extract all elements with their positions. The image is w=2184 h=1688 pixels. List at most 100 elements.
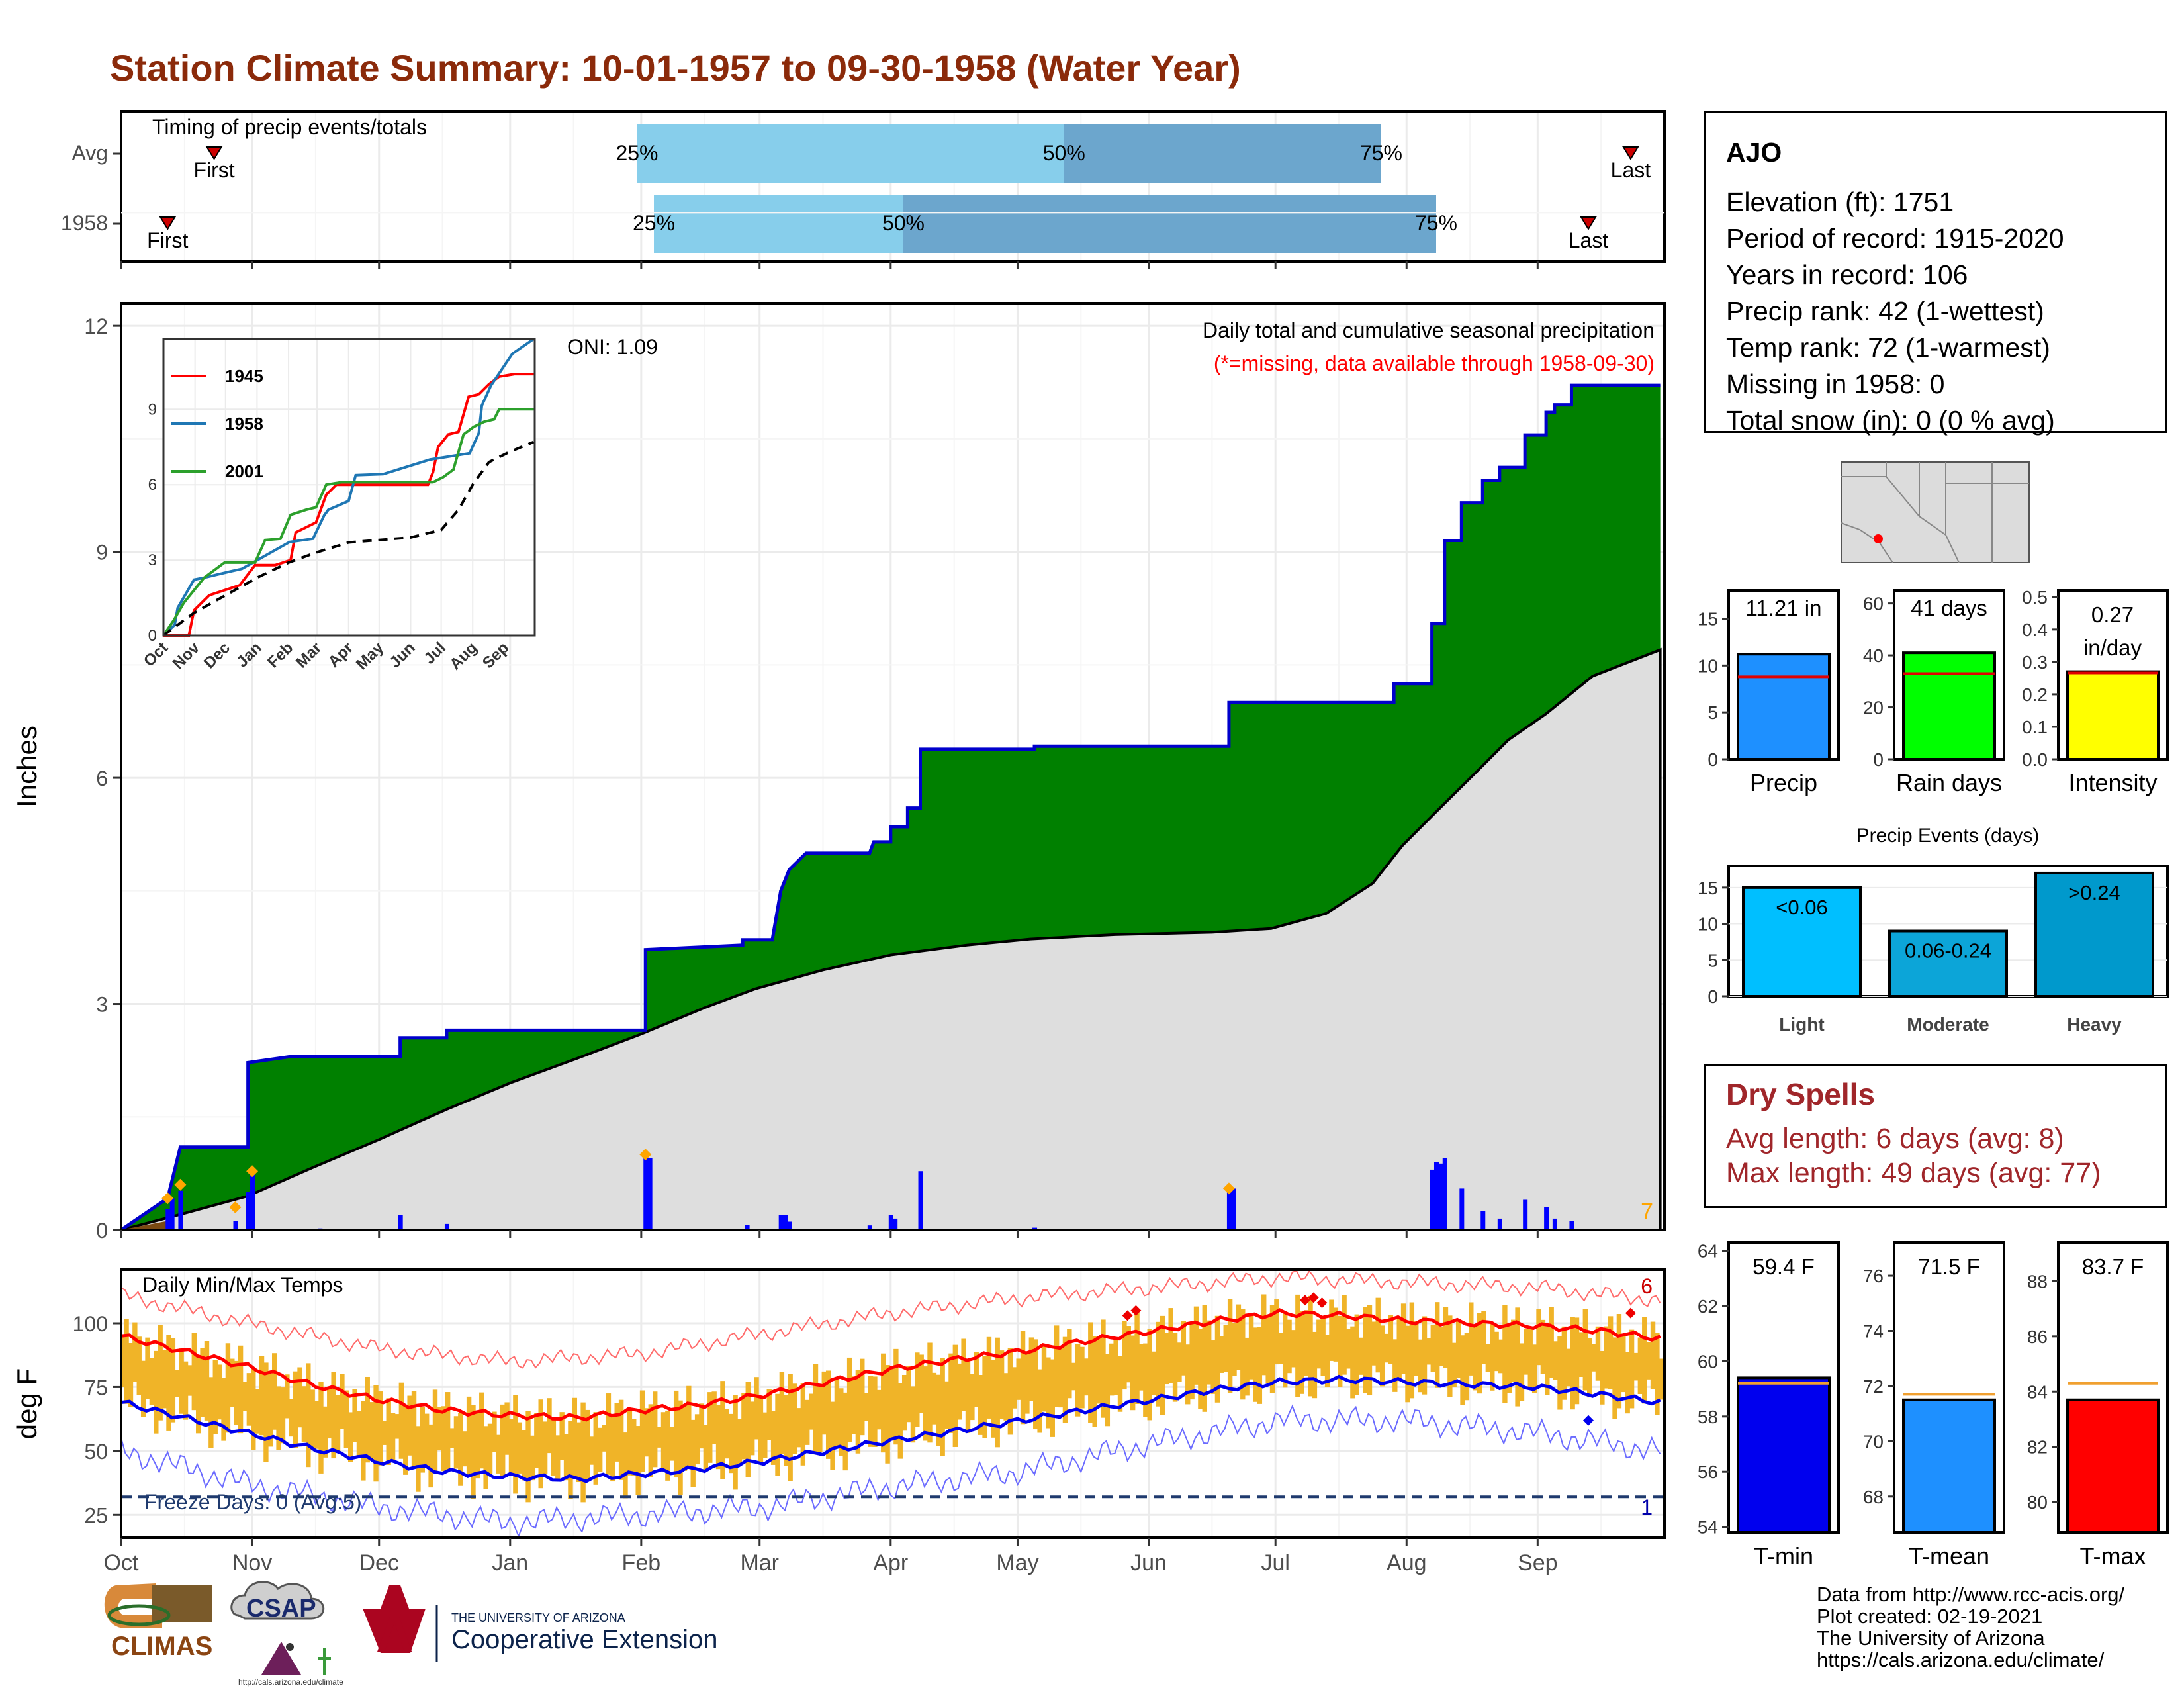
daily-temp-bar xyxy=(1545,1326,1550,1395)
daily-temp-bar xyxy=(318,1382,324,1474)
timing-p75-label: 75% xyxy=(1415,211,1457,235)
daily-temp-bar xyxy=(699,1403,704,1449)
daily-temp-bar xyxy=(800,1383,806,1466)
daily-temp-bar xyxy=(1354,1314,1359,1395)
daily-temp-bar xyxy=(597,1427,603,1472)
intensity-y-tick-label: 0.5 xyxy=(2022,587,2048,608)
daily-temp-bar xyxy=(1227,1299,1233,1393)
events-y-tick-label: 5 xyxy=(1707,950,1718,970)
avg-tmax-line xyxy=(120,1308,1661,1422)
daily-temp-bar xyxy=(1041,1345,1047,1412)
daily-temp-bar xyxy=(724,1409,730,1459)
precip-y-tick-label: 3 xyxy=(96,993,108,1017)
record-low-line xyxy=(120,1404,1661,1538)
daily-temp-bar xyxy=(1206,1320,1212,1385)
daily-temp-bar xyxy=(635,1426,641,1495)
summary-bar-charts: 0 5 10 15 11.21 in Precip 0 20 40 60 41 days Rain d… xyxy=(1698,587,2169,1570)
station-precip-rank: Precip rank: 42 (1-wettest) xyxy=(1726,296,2044,326)
daily-temp-bar xyxy=(995,1337,1000,1448)
daily-temp-bar xyxy=(1637,1337,1643,1395)
daily-temp-bar xyxy=(919,1354,924,1413)
daily-precip-bar xyxy=(918,1171,923,1230)
daily-temp-bar xyxy=(1477,1313,1482,1394)
daily-temp-bar xyxy=(1210,1340,1216,1394)
daily-temp-bar xyxy=(424,1413,430,1466)
daily-temp-bar xyxy=(529,1435,535,1481)
daily-temp-bar xyxy=(187,1365,193,1396)
daily-temp-bar xyxy=(154,1350,159,1434)
rain_days-category-label: Rain days xyxy=(1896,769,2002,796)
month-axis: Oct Nov Dec Jan Feb Mar Apr May Jun Jul Aug Sep xyxy=(104,1230,1558,1575)
daily-temp-bar xyxy=(196,1354,201,1434)
tmean-y-tick-label: 76 xyxy=(1863,1266,1884,1286)
timing-first-label: First xyxy=(147,228,188,252)
x-tick-label: Nov xyxy=(232,1550,272,1575)
daily-temp-bar xyxy=(1308,1295,1313,1397)
daily-temp-bar xyxy=(1214,1315,1220,1403)
precip-count-label: 7 xyxy=(1641,1199,1653,1224)
daily-temp-bar xyxy=(1240,1309,1246,1400)
daily-temp-bar xyxy=(639,1390,645,1472)
daily-temp-bar xyxy=(1473,1325,1478,1391)
daily-temp-bar xyxy=(1050,1359,1055,1437)
daily-temp-bar xyxy=(212,1360,218,1434)
timing-bar-q3 xyxy=(1064,124,1381,183)
daily-temp-bar xyxy=(132,1322,138,1382)
daily-temp-bar xyxy=(1439,1326,1444,1366)
daily-temp-bar xyxy=(1494,1331,1499,1372)
ua-letter: A xyxy=(376,1605,413,1663)
tmin-value-label: 59.4 F xyxy=(1752,1254,1815,1279)
daily-temp-bar xyxy=(1388,1315,1394,1364)
temps-y-tick-label: 100 xyxy=(73,1312,108,1336)
daily-temp-bar xyxy=(720,1381,725,1479)
daily-temp-bar xyxy=(1655,1333,1660,1415)
ua-line2: Cooperative Extension xyxy=(451,1625,717,1654)
daily-temp-bar xyxy=(1447,1315,1453,1397)
daily-temp-bar xyxy=(876,1389,882,1430)
record-high-marker xyxy=(1316,1297,1328,1309)
x-tick-label: Oct xyxy=(104,1550,139,1575)
daily-temp-bar xyxy=(775,1393,780,1476)
daily-temp-bar xyxy=(1105,1354,1111,1427)
daily-temp-bar xyxy=(398,1382,404,1459)
x-tick-label: Mar xyxy=(740,1550,779,1575)
daily-temp-bar xyxy=(1549,1307,1554,1378)
daily-temp-bar xyxy=(1291,1330,1297,1368)
daily-temp-bar xyxy=(1160,1315,1165,1415)
daily-temp-bar xyxy=(889,1368,895,1438)
daily-precip-bar xyxy=(1497,1218,1502,1230)
daily-temp-bar xyxy=(915,1352,920,1427)
daily-temp-bar xyxy=(1071,1362,1076,1391)
daily-temp-bar xyxy=(479,1392,484,1469)
daily-precip-bar xyxy=(1569,1221,1574,1230)
daily-precip-bar xyxy=(1544,1207,1549,1230)
inset-legend-label: 1958 xyxy=(225,414,263,434)
record-high-line xyxy=(120,1270,1661,1369)
daily-temp-bar xyxy=(453,1416,459,1469)
university-of-arizona-logo: A THE UNIVERSITY OF ARIZONA Cooperative … xyxy=(363,1585,717,1663)
early-deficit-area xyxy=(121,1221,168,1230)
daily-temp-bar xyxy=(1299,1311,1304,1394)
daily-temp-bar xyxy=(1414,1321,1419,1376)
daily-temp-bar xyxy=(745,1382,751,1477)
credit-url: https://cals.arizona.edu/climate/ xyxy=(1817,1648,2105,1671)
tmin-y-tick-label: 56 xyxy=(1698,1462,1718,1482)
daily-temp-bar xyxy=(970,1374,975,1421)
daily-temp-bar xyxy=(901,1374,907,1431)
daily-temp-bar xyxy=(1181,1321,1187,1376)
record-high-marker xyxy=(1299,1295,1310,1306)
tmean-bar xyxy=(1902,1398,1996,1534)
daily-temp-bar xyxy=(441,1406,446,1472)
daily-temp-bar xyxy=(961,1338,966,1411)
credit-source: Data from http://www.rcc-acis.org/ xyxy=(1817,1583,2125,1606)
temps-y-axis-label: deg F xyxy=(11,1368,42,1439)
daily-temp-bar xyxy=(1367,1305,1373,1396)
daily-temp-bar xyxy=(1303,1310,1309,1376)
tmean-y-tick-label: 72 xyxy=(1863,1376,1884,1397)
daily-temp-bar xyxy=(846,1357,852,1442)
daily-temp-bar xyxy=(238,1345,244,1434)
daily-temp-bar xyxy=(1591,1344,1596,1372)
inset-y-tick-label: 0 xyxy=(148,627,157,645)
daily-precip-bar xyxy=(787,1221,792,1230)
daily-precip-bar xyxy=(1442,1158,1447,1230)
